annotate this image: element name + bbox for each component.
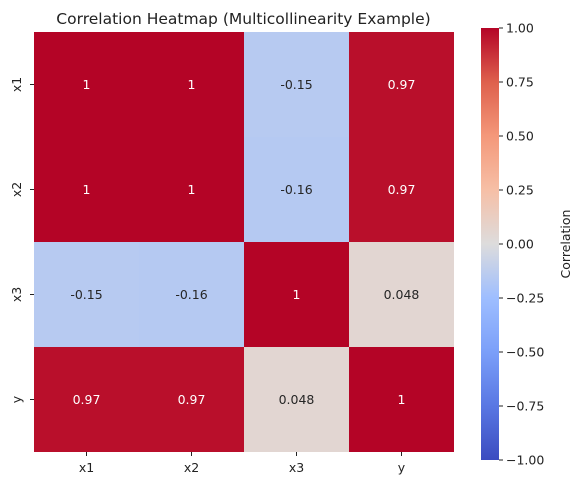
y-tick-label: x1 bbox=[9, 77, 24, 92]
heatmap-cell bbox=[34, 32, 139, 137]
y-tick-label: y bbox=[9, 395, 24, 403]
x-tick-label: x3 bbox=[289, 460, 304, 475]
cell-value-label: 1 bbox=[398, 392, 406, 407]
y-tick-label: x3 bbox=[9, 287, 24, 302]
colorbar-label: Correlation bbox=[558, 210, 573, 279]
heatmap-cell bbox=[34, 242, 139, 347]
colorbar-gradient bbox=[481, 28, 499, 460]
heatmap-cell bbox=[244, 242, 349, 347]
cell-value-label: 0.97 bbox=[73, 392, 101, 407]
heatmap-cell bbox=[349, 137, 454, 242]
cell-value-label: 0.97 bbox=[178, 392, 206, 407]
heatmap-cell bbox=[244, 347, 349, 452]
heatmap-cells bbox=[34, 32, 454, 452]
heatmap-cell bbox=[34, 347, 139, 452]
cell-value-label: 0.048 bbox=[384, 287, 420, 302]
y-axis: x1 x2 x3 y bbox=[9, 77, 34, 403]
cell-value-label: 1 bbox=[188, 182, 196, 197]
heatmap-cell bbox=[244, 32, 349, 137]
heatmap-cell bbox=[349, 347, 454, 452]
cell-annotations: 1 1 -0.15 0.97 1 1 -0.16 0.97 -0.15 -0.16 1 0.048 0.… bbox=[70, 77, 419, 407]
colorbar-tick-label: −0.50 bbox=[506, 345, 544, 360]
cell-value-label: 1 bbox=[83, 77, 91, 92]
heatmap-cell bbox=[244, 137, 349, 242]
cell-value-label: 0.97 bbox=[388, 182, 416, 197]
cell-value-label: -0.16 bbox=[280, 182, 312, 197]
x-tick-label: x2 bbox=[184, 460, 199, 475]
colorbar-tick-label: −0.25 bbox=[506, 291, 544, 306]
x-tick-label: x1 bbox=[79, 460, 94, 475]
colorbar-tick-label: −0.75 bbox=[506, 399, 544, 414]
heatmap-cell bbox=[139, 242, 244, 347]
y-tick-label: x2 bbox=[9, 182, 24, 197]
colorbar-ticks: 1.00 0.75 0.50 0.25 0.00 −0.25 −0.50 −0.75 −1.00 bbox=[499, 21, 544, 468]
x-axis: x1 x2 x3 y bbox=[79, 452, 406, 475]
colorbar-tick-label: 0.00 bbox=[506, 237, 534, 252]
heatmap-cell bbox=[349, 32, 454, 137]
heatmap-cell bbox=[139, 32, 244, 137]
colorbar-tick-label: −1.00 bbox=[506, 453, 544, 468]
cell-value-label: -0.16 bbox=[175, 287, 207, 302]
colorbar-tick-label: 0.75 bbox=[506, 75, 534, 90]
cell-value-label: 1 bbox=[293, 287, 301, 302]
cell-value-label: -0.15 bbox=[280, 77, 312, 92]
cell-value-label: 0.97 bbox=[388, 77, 416, 92]
cell-value-label: 1 bbox=[188, 77, 196, 92]
colorbar-tick-label: 1.00 bbox=[506, 21, 534, 36]
colorbar-tick-label: 0.25 bbox=[506, 183, 534, 198]
colorbar-tick-label: 0.50 bbox=[506, 129, 534, 144]
x-tick-label: y bbox=[398, 460, 406, 475]
cell-value-label: -0.15 bbox=[70, 287, 102, 302]
cell-value-label: 0.048 bbox=[279, 392, 315, 407]
cell-value-label: 1 bbox=[83, 182, 91, 197]
heatmap-cell bbox=[349, 242, 454, 347]
colorbar bbox=[481, 28, 499, 460]
heatmap-cell bbox=[34, 137, 139, 242]
chart-title: Correlation Heatmap (Multicollinearity E… bbox=[56, 10, 430, 28]
heatmap-cell bbox=[139, 137, 244, 242]
heatmap-cell bbox=[139, 347, 244, 452]
